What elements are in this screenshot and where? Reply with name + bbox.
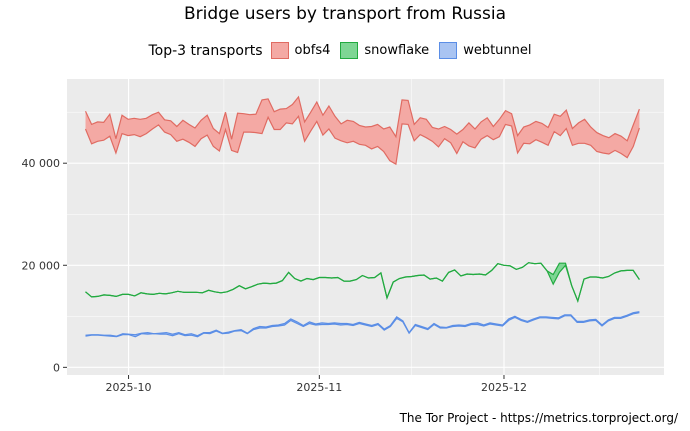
y-tick-label: 40 000 [22, 157, 61, 170]
legend-item-webtunnel: webtunnel [439, 42, 532, 59]
line-lower-webtunnel [85, 312, 640, 338]
chart-title: Bridge users by transport from Russia [183, 4, 506, 24]
legend-key-snowflake [340, 42, 359, 59]
axes: 0 20 000 40 000 2025-10 2025-11 2025-12 [22, 157, 527, 394]
source-caption: The Tor Project - https://metrics.torpro… [399, 411, 678, 425]
legend-key-obfs4 [270, 42, 289, 59]
y-tick-label: 0 [53, 361, 60, 374]
x-tick-label: 2025-11 [296, 381, 342, 394]
line-lower-snowflake [85, 262, 640, 303]
legend-key-webtunnel [439, 42, 458, 59]
legend-item-obfs4: obfs4 [270, 42, 331, 59]
y-tick-label: 20 000 [22, 259, 61, 272]
x-tick-label: 2025-12 [481, 381, 527, 394]
legend-title: Top-3 transports [148, 42, 263, 59]
x-tick-label: 2025-10 [106, 381, 152, 394]
legend-label-obfs4: obfs4 [294, 43, 331, 58]
series-ribbons [84, 95, 640, 338]
line-lower-obfs4 [84, 114, 640, 166]
line-upper-obfs4 [84, 95, 640, 142]
legend: Top-3 transports obfs4 snowflake webtunn… [0, 42, 690, 59]
legend-label-snowflake: snowflake [364, 43, 430, 58]
line-upper-webtunnel [85, 311, 640, 337]
legend-item-snowflake: snowflake [340, 42, 429, 59]
legend-label-webtunnel: webtunnel [463, 43, 532, 58]
ribbon-obfs4 [85, 96, 640, 165]
